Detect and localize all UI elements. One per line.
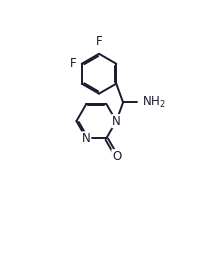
Text: F: F [96,35,102,48]
Text: N: N [82,132,91,145]
Text: F: F [96,35,102,48]
Text: F: F [70,57,76,70]
Text: F: F [70,57,76,70]
Text: N: N [112,115,121,128]
Text: NH$_2$: NH$_2$ [142,95,166,110]
Text: O: O [112,150,121,163]
